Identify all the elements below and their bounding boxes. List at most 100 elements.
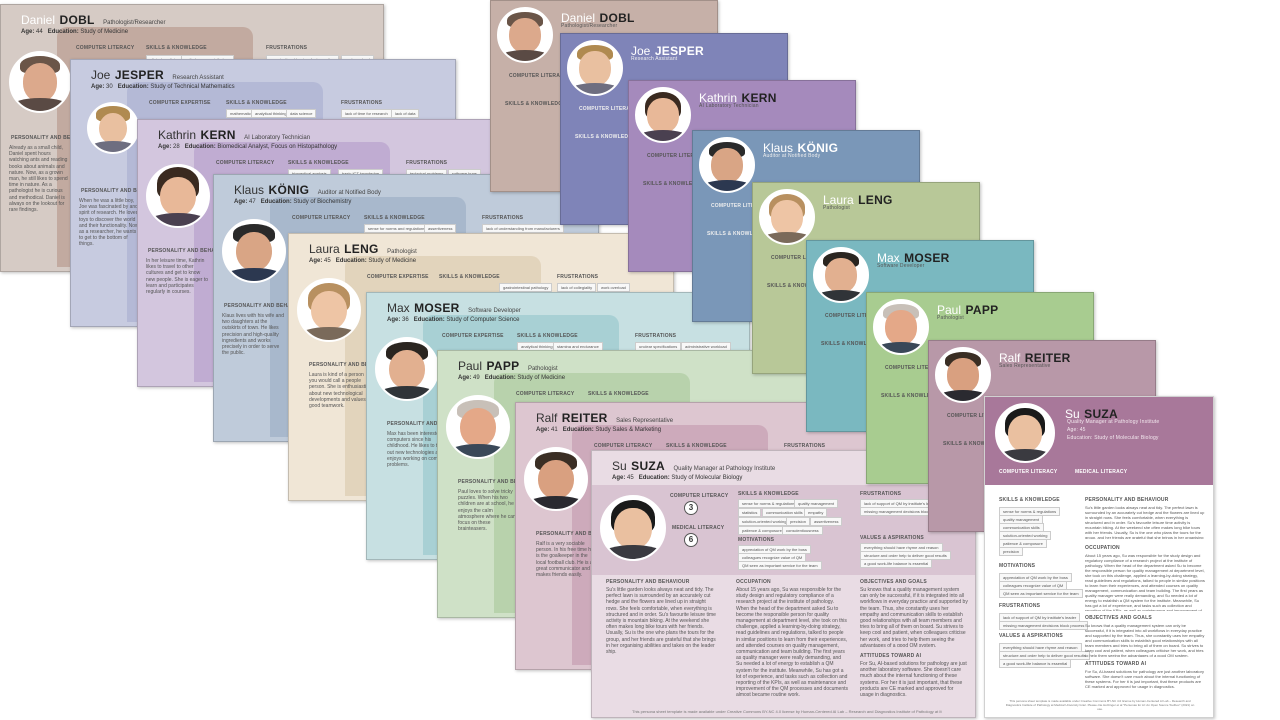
- frustrations-heading: FRUSTRATIONS: [999, 603, 1041, 609]
- skill-tag: gastrointestinal pathology: [499, 283, 553, 292]
- persona-header: Su SUZA: [1065, 407, 1119, 421]
- personality-text: Paul loves to solve tricky puzzles. When…: [458, 489, 516, 533]
- occupation-heading: OCCUPATION: [1085, 545, 1120, 551]
- occupation-heading: OCCUPATION: [736, 579, 771, 585]
- persona-header: Klaus KÖNIG: [763, 141, 839, 155]
- persona-meta: Age: 45 Education: Study of Molecular Bi…: [612, 475, 743, 481]
- skill-tag: assertiveness: [424, 224, 457, 233]
- personality-text: When he was a little boy, Joe was fascin…: [79, 198, 140, 248]
- personality-heading: PERSONALITY AND BEHAVIOUR: [81, 188, 165, 194]
- skills-heading: SKILLS & KNOWLEDGE: [588, 391, 649, 397]
- computer-expertise-heading: COMPUTER EXPERTISE: [367, 274, 429, 280]
- skill-tag: assertiveness: [810, 517, 843, 526]
- skill-tag: patience & composure: [738, 526, 786, 535]
- frustration-tag: lack of data: [391, 109, 420, 118]
- skill-tag: empathy: [804, 508, 828, 517]
- avatar: [524, 447, 588, 511]
- persona-header: Kathrin KERN AI Laboratory Technician: [158, 128, 311, 142]
- avatar: [759, 189, 815, 245]
- personality-text: Already as a small child, Daniel spent h…: [9, 145, 68, 214]
- computer-literacy-gauge: 3: [684, 501, 698, 515]
- computer-literacy-heading: COMPUTER LITERACY: [670, 493, 729, 499]
- avatar: [567, 40, 623, 96]
- persona-header: Joe JESPER Research Assistant: [91, 68, 224, 82]
- personality-heading: PERSONALITY AND BEHAVIOUR: [536, 531, 620, 537]
- skill-tag: analytical thinking: [251, 109, 291, 118]
- persona-header: Laura LENG: [823, 193, 893, 207]
- skills-heading: SKILLS & KNOWLEDGE: [999, 497, 1060, 503]
- computer-literacy-heading: COMPUTER LITERACY: [292, 215, 351, 221]
- persona-header: Paul PAPP Pathologist: [458, 359, 558, 373]
- frustrations-heading: FRUSTRATIONS: [635, 333, 677, 339]
- personality-text: Ralf is a very sociable person. In his f…: [536, 541, 594, 579]
- medical-literacy-heading: MEDICAL LITERACY: [672, 525, 725, 531]
- avatar: [446, 395, 510, 459]
- avatar: [87, 102, 139, 154]
- persona-header: Laura LENG Pathologist: [309, 242, 417, 256]
- skills-heading: SKILLS & KNOWLEDGE: [738, 491, 799, 497]
- persona-meta: Age: 44 Education: Study of Medicine: [21, 29, 129, 35]
- avatar: [600, 495, 666, 561]
- personality-heading: PERSONALITY AND BEHAVIOUR: [11, 135, 95, 141]
- persona-header: Max MOSER: [877, 251, 950, 265]
- skill-tag: quality management: [794, 499, 839, 508]
- frustrations-heading: FRUSTRATIONS: [266, 45, 308, 51]
- skill-tag: communication skills: [762, 508, 807, 517]
- avatar: [9, 51, 71, 113]
- skills-heading: SKILLS & KNOWLEDGE: [666, 443, 727, 449]
- computer-literacy-heading: COMPUTER LITERACY: [594, 443, 653, 449]
- skill-tag: sense for norms & regulations: [738, 499, 800, 508]
- motivations-heading: MOTIVATIONS: [738, 537, 775, 543]
- attitudes-heading: ATTITUDES TOWARD AI: [860, 653, 922, 659]
- persona-header: Max MOSER Software Developer: [387, 301, 521, 315]
- persona-header: Ralf REITER: [999, 351, 1071, 365]
- personality-heading: PERSONALITY AND BEHAVIOUR: [606, 579, 690, 585]
- persona-header: Joe JESPER: [631, 44, 704, 58]
- motivations-heading: MOTIVATIONS: [999, 563, 1036, 569]
- persona-card-suza[interactable]: Su SUZA Quality Manager at Pathology Ins…: [591, 450, 976, 718]
- personality-text: In her leisure time, Kathrin likes to tr…: [146, 258, 208, 296]
- skill-tag: precision: [786, 517, 811, 526]
- personality-text: Su's little garden looks always neat and…: [606, 587, 716, 656]
- values-heading: VALUES & ASPIRATIONS: [999, 633, 1063, 639]
- frustration-tag: lack of understanding from manufacturers: [482, 224, 564, 233]
- skill-tag: conscientiousness: [782, 526, 823, 535]
- frustrations-heading: FRUSTRATIONS: [860, 491, 902, 497]
- avatar: [699, 137, 755, 193]
- attitudes-heading: ATTITUDES TOWARD AI: [1085, 661, 1147, 667]
- persona-header: Klaus KÖNIG Auditor at Notified Body: [234, 183, 381, 197]
- avatar: [222, 219, 286, 283]
- skill-tag: data science: [286, 109, 317, 118]
- computer-literacy-heading: COMPUTER LITERACY: [516, 391, 575, 397]
- skills-heading: SKILLS & KNOWLEDGE: [517, 333, 578, 339]
- personality-heading: PERSONALITY AND BEHAVIOUR: [387, 421, 471, 427]
- frustrations-heading: FRUSTRATIONS: [784, 443, 826, 449]
- persona-header: Su SUZA Quality Manager at Pathology Ins…: [612, 459, 776, 473]
- computer-literacy-heading: COMPUTER LITERACY: [216, 160, 275, 166]
- persona-meta: Age: 47 Education: Study of Biochemistry: [234, 199, 352, 205]
- values-heading: VALUES & ASPIRATIONS: [860, 535, 924, 541]
- skills-heading: SKILLS & KNOWLEDGE: [439, 274, 500, 280]
- persona-header: Daniel DOBL: [561, 11, 635, 25]
- frustrations-heading: FRUSTRATIONS: [406, 160, 448, 166]
- footer-text: This persona sheet template is made avai…: [632, 709, 942, 714]
- frustrations-heading: FRUSTRATIONS: [341, 100, 383, 106]
- personality-text: Max has been interested in computers sin…: [387, 431, 448, 469]
- persona-vcard-suza[interactable]: Su SUZA Quality Manager at Pathology Ins…: [984, 396, 1214, 718]
- persona-meta: Age: 36 Education: Study of Computer Sci…: [387, 317, 520, 323]
- computer-expertise-heading: COMPUTER EXPERTISE: [149, 100, 211, 106]
- personality-heading: PERSONALITY AND BEHAVIOUR: [148, 248, 232, 254]
- frustration-tag: lack of collegiality: [557, 283, 597, 292]
- personality-text: Klaus lives with his wife and two daught…: [222, 313, 284, 357]
- avatar: [873, 299, 929, 355]
- persona-meta: Age: 41 Education: Study Sales & Marketi…: [536, 427, 662, 433]
- personality-heading: PERSONALITY AND BEHAVIOUR: [1085, 497, 1169, 503]
- skills-heading: SKILLS & KNOWLEDGE: [364, 215, 425, 221]
- objectives-heading: OBJECTIVES AND GOALS: [860, 579, 927, 585]
- avatar: [935, 347, 991, 403]
- skill-tag: statistics: [738, 508, 762, 517]
- persona-header: Daniel DOBL Pathologist/Researcher: [21, 13, 166, 27]
- persona-header: Ralf REITER Sales Representative: [536, 411, 674, 425]
- persona-meta: Age: 28 Education: Biomedical Analyst, F…: [158, 144, 338, 150]
- avatar: [146, 164, 210, 228]
